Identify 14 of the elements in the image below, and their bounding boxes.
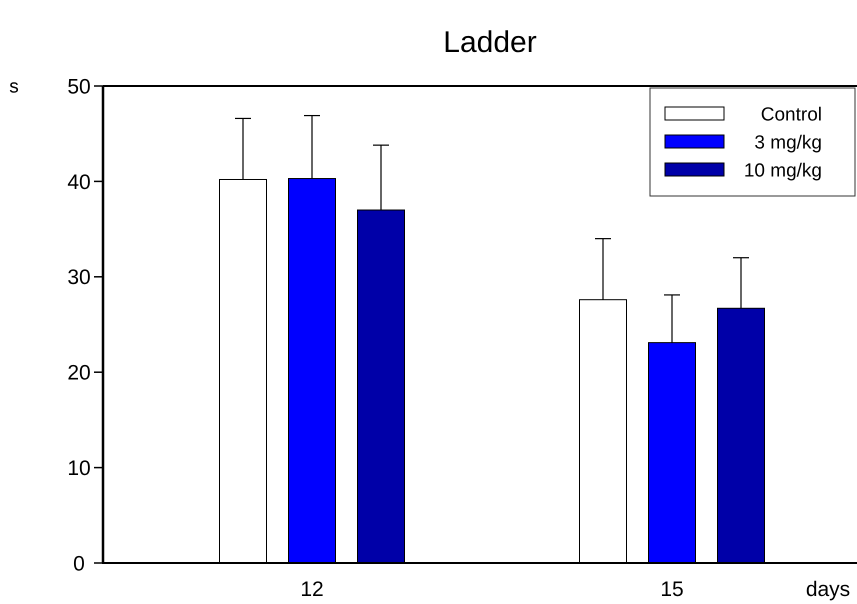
- legend-label: 3 mg/kg: [754, 132, 822, 154]
- x-tick-label: 12: [300, 578, 324, 601]
- y-tick-label: 40: [67, 170, 91, 194]
- legend-label: Control: [760, 104, 822, 126]
- y-tick-label: 0: [73, 552, 85, 576]
- y-tick-label: 20: [67, 362, 91, 385]
- x-axis-title: days: [806, 578, 850, 601]
- y-tick-label: 50: [67, 75, 91, 98]
- y-tick-label: 10: [67, 456, 91, 480]
- chart-title: Ladder: [443, 26, 537, 59]
- x-tick-label: 15: [660, 578, 684, 601]
- legend-label: 10 mg/kg: [744, 160, 822, 182]
- y-axis-title: s: [9, 76, 19, 98]
- y-tick-label: 30: [67, 266, 91, 290]
